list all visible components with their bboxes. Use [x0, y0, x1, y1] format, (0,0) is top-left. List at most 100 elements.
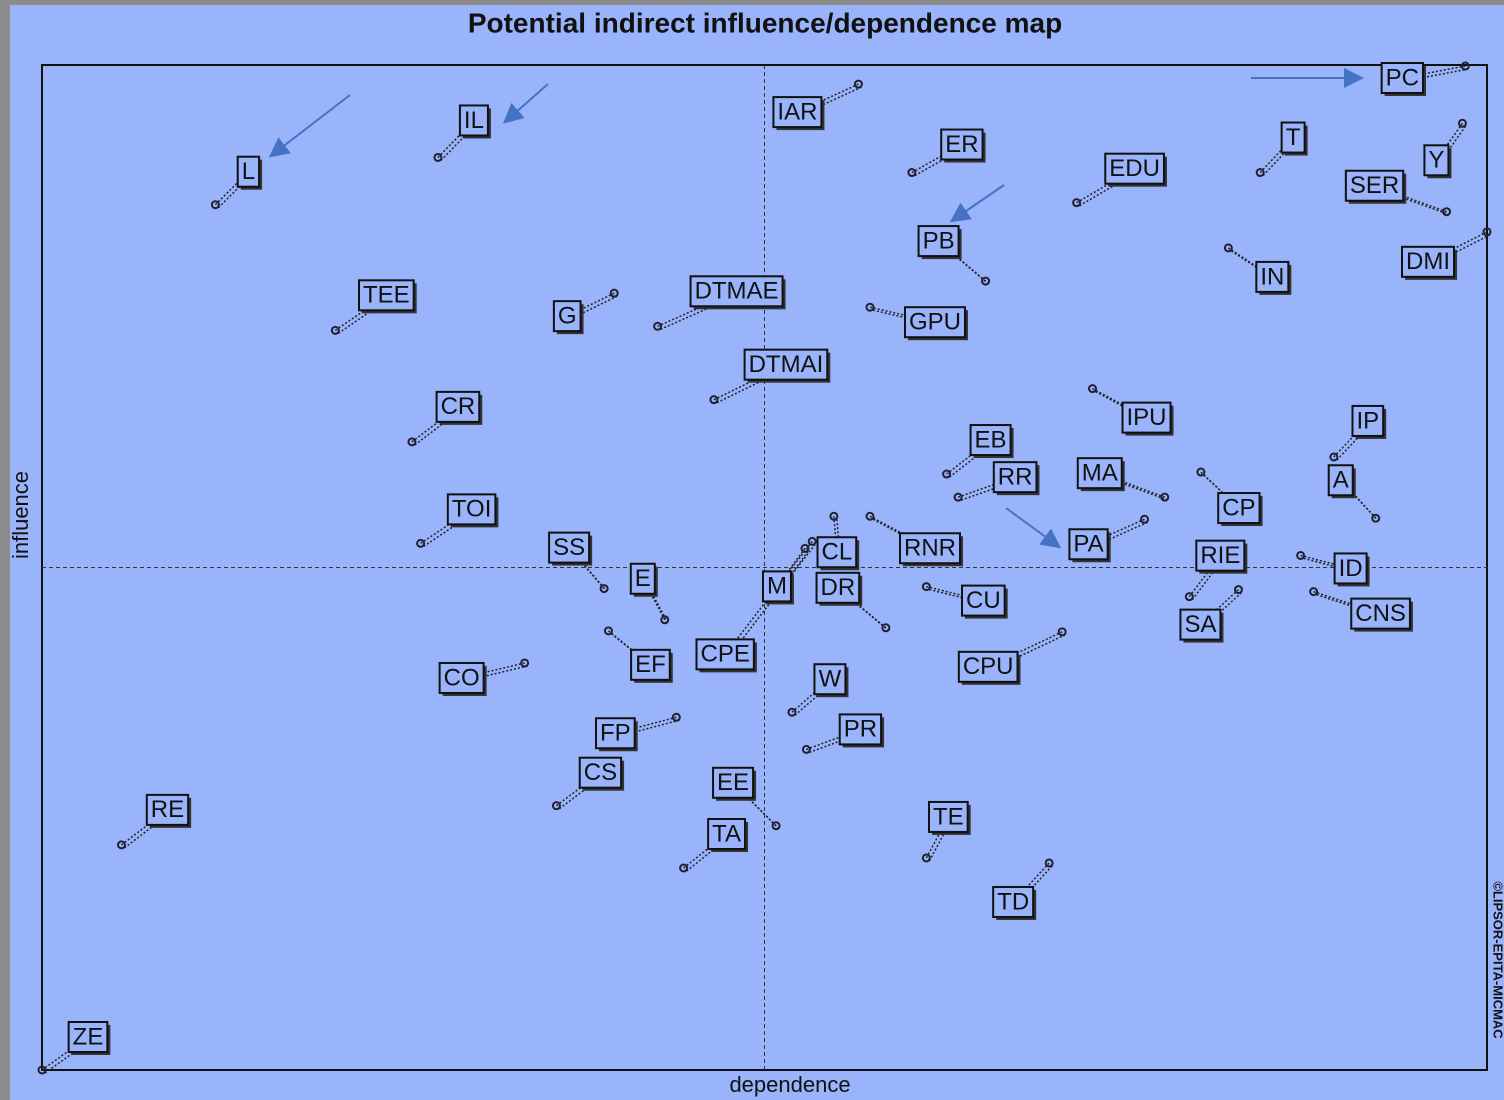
leader: [946, 439, 992, 475]
point-label-text: CR: [441, 393, 476, 420]
point-label-text: A: [1333, 467, 1349, 494]
point-label: SA: [1179, 608, 1224, 643]
label-box: [928, 800, 969, 833]
point-label-text: MA: [1082, 459, 1118, 486]
point-label: CR: [435, 390, 483, 425]
point: [1223, 243, 1233, 253]
leader: [1203, 474, 1243, 512]
point-label-text: TEE: [363, 282, 410, 309]
point-label: TD: [992, 885, 1037, 920]
label-box: [1195, 539, 1246, 572]
point: [942, 469, 952, 479]
point: [1482, 227, 1492, 237]
point: [37, 1065, 47, 1075]
leader: [1202, 592, 1242, 629]
point-label-text: E: [635, 565, 651, 592]
point-label: A: [1327, 464, 1356, 499]
point-label: FP: [595, 717, 638, 752]
label-box: [992, 885, 1035, 918]
label-box: [940, 128, 984, 161]
point-label: L: [236, 155, 263, 190]
label-box: [145, 793, 190, 826]
point-label-text: PC: [1386, 64, 1419, 91]
point-label-text: G: [558, 302, 577, 329]
point: [1296, 550, 1306, 560]
point-label: DR: [815, 571, 863, 606]
point-label: IPU: [1121, 401, 1174, 436]
label-box: [743, 348, 829, 381]
point-label: GPU: [903, 306, 968, 341]
point-label-text: ER: [945, 131, 978, 158]
point-label: Y: [1423, 144, 1452, 179]
point: [807, 536, 817, 546]
point-label: EF: [630, 648, 673, 683]
point-label: SER: [1344, 169, 1407, 204]
y-axis-label: influence: [8, 471, 33, 559]
point-label: CP: [1217, 492, 1263, 527]
label-box: [435, 390, 481, 423]
point-label-text: CPU: [963, 653, 1014, 680]
point: [520, 658, 530, 668]
point: [1442, 207, 1452, 217]
point: [433, 152, 443, 162]
point: [1140, 514, 1150, 524]
point: [407, 437, 417, 447]
point: [829, 511, 839, 521]
leader: [914, 146, 966, 177]
label-box: [961, 584, 1006, 617]
point: [1233, 585, 1243, 595]
label-box: [1076, 457, 1123, 490]
point-label: G: [552, 300, 584, 335]
point: [1088, 384, 1098, 394]
point-label-text: SER: [1350, 172, 1399, 199]
leader: [800, 86, 862, 116]
label-box: [446, 493, 497, 526]
point-label-text: CPE: [701, 641, 750, 668]
point-label: PB: [917, 225, 962, 260]
point: [660, 615, 670, 625]
label-box: [629, 562, 656, 595]
label-box: [917, 225, 960, 258]
leader: [1430, 234, 1491, 266]
point-label: CPE: [695, 638, 757, 673]
point-label-text: EE: [717, 769, 749, 796]
point: [1457, 118, 1467, 128]
point-label: MA: [1076, 457, 1125, 492]
leader: [809, 731, 864, 754]
label-box: [438, 661, 485, 694]
point: [1460, 61, 1470, 71]
leader: [949, 442, 995, 478]
label-box: [357, 279, 415, 312]
point-label: CPU: [957, 650, 1021, 685]
point-label-text: IAR: [777, 98, 817, 125]
label-box: [1280, 121, 1306, 154]
point-label-text: TA: [712, 820, 741, 847]
label-box: [630, 648, 671, 681]
point: [653, 321, 663, 331]
point-label-text: L: [242, 158, 255, 185]
point: [1255, 168, 1265, 178]
point-label-text: IN: [1260, 263, 1284, 290]
point: [679, 863, 689, 873]
point-label: IP: [1351, 404, 1387, 439]
point-label: DTMAE: [689, 275, 786, 310]
point-label: TOI: [446, 493, 499, 528]
point-label: IAR: [772, 96, 825, 131]
leader: [437, 119, 475, 158]
point-label: RIE: [1195, 539, 1248, 574]
leader: [806, 728, 861, 751]
leader: [1427, 231, 1488, 263]
point-label: RE: [145, 793, 192, 828]
point: [981, 276, 991, 286]
point-label: EE: [712, 766, 757, 801]
leader: [44, 1039, 92, 1074]
point-label-text: CU: [966, 587, 1001, 614]
leader: [566, 292, 615, 317]
label-box: [707, 817, 747, 850]
point: [1309, 587, 1319, 597]
point-label: TA: [707, 817, 749, 852]
label-box: [552, 300, 582, 333]
point-label-text: PB: [923, 227, 955, 254]
point-label-text: SS: [553, 534, 585, 561]
